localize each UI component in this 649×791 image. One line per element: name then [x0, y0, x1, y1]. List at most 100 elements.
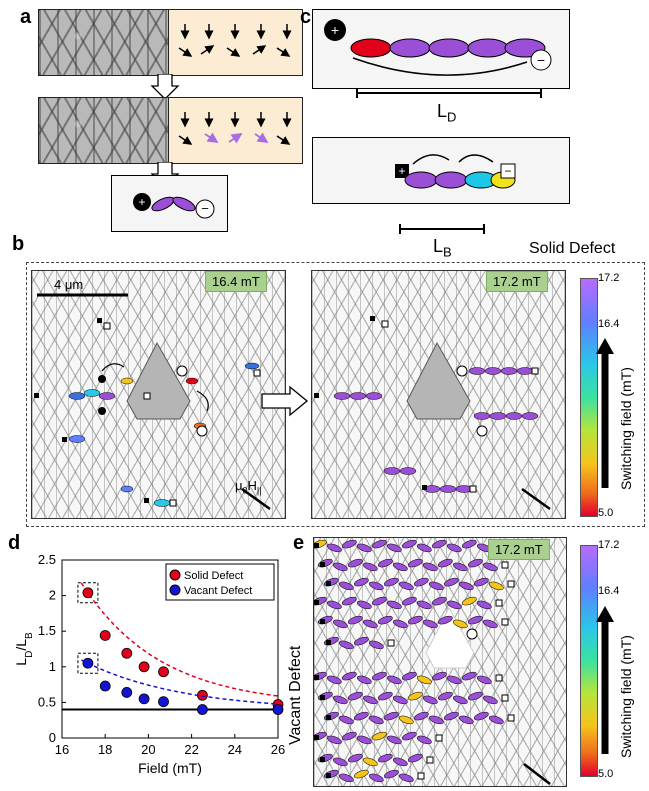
nanomagnet: [347, 558, 363, 568]
x-tick-label: 20: [141, 742, 155, 757]
hfield-label: μ0H||: [235, 478, 262, 496]
charge-marker: [320, 619, 325, 624]
nanomagnet: [368, 715, 384, 725]
nanomagnet: [458, 715, 474, 725]
svg-text:4 μm: 4 μm: [54, 277, 83, 292]
nanomagnet: [401, 671, 417, 681]
nanomagnet: [407, 615, 423, 625]
nanomagnet: [371, 671, 387, 681]
nanomagnet: [401, 539, 417, 549]
x-axis-label: Field (mT): [138, 760, 202, 776]
nanomagnet: [476, 675, 492, 685]
field-increase-arrow: [261, 385, 309, 417]
nanomagnet: [401, 596, 417, 606]
panel-label-a: a: [20, 6, 32, 28]
y-tick-label: 2.5: [38, 552, 56, 567]
data-point: [138, 693, 150, 705]
charge-marker: [326, 715, 331, 720]
nanomagnet: [341, 671, 357, 681]
nanomagnet: [416, 735, 432, 745]
nanomagnet: [326, 675, 342, 685]
nanomagnet: [347, 615, 363, 625]
moment-map-a2: [168, 97, 303, 164]
charge-marker: [326, 773, 331, 778]
colorbar-e: [580, 545, 598, 777]
negative-charge-icon: [195, 199, 215, 219]
nanomagnet: [443, 577, 459, 587]
x-tick-label: 26: [271, 742, 285, 757]
cbar-e-arrow: [596, 606, 614, 754]
charge-marker: [501, 618, 509, 626]
svg-text:−: −: [537, 52, 545, 68]
nanomagnet: [353, 769, 369, 779]
nanomagnet: [386, 735, 402, 745]
charge-marker: [507, 714, 515, 722]
data-point: [196, 704, 208, 715]
moment-arrows-a2: [178, 112, 292, 145]
field-badge-vacant: 17.2 mT: [488, 539, 550, 560]
panel-label-e: e: [293, 532, 305, 554]
nanomagnet: [323, 577, 339, 587]
nanomagnet: [446, 675, 462, 685]
nanomagnet: [392, 562, 408, 572]
nanomagnet: [398, 715, 414, 725]
chain-row: [323, 636, 395, 650]
sem-image-a2: [38, 97, 170, 164]
chain-row: [317, 615, 509, 629]
nanomagnet: [416, 675, 432, 685]
svg-text:−: −: [201, 201, 209, 216]
cbar-e-bottom: 5.0: [598, 768, 614, 780]
nanomagnet: [377, 615, 393, 625]
nanomagnet: [413, 711, 429, 721]
field-direction-arrow: [523, 763, 551, 785]
cbar-b-arrow: [596, 338, 614, 488]
nanomagnet: [398, 773, 414, 783]
nanomagnet: [377, 691, 393, 701]
legend-label: Vacant Defect: [184, 585, 252, 597]
data-point: [196, 689, 208, 701]
nanomagnet: [362, 695, 378, 705]
chain-row: [311, 596, 503, 610]
LB-label: LB: [433, 236, 452, 260]
nanomagnet: [356, 735, 372, 745]
nanomagnet: [383, 577, 399, 587]
nanomagnet: [368, 773, 384, 783]
nanomagnet: [398, 581, 414, 591]
nanomagnet: [452, 619, 468, 629]
charge-marker: [320, 562, 325, 567]
charge-marker: [495, 674, 503, 682]
panel-label-c: c: [300, 6, 312, 28]
svg-text:+: +: [331, 22, 339, 38]
chain-row: [317, 753, 434, 767]
data-point: [99, 680, 111, 692]
solid-defect-island: [126, 341, 191, 420]
nanomagnet: [323, 769, 339, 779]
nanomagnet: [338, 715, 354, 725]
cbar-b-label: Switching field (mT): [618, 367, 634, 490]
charge-marker: [387, 639, 395, 647]
nanomagnet: [392, 695, 408, 705]
chain-row: [317, 558, 509, 572]
field-direction-arrow: [241, 487, 271, 511]
nanomagnet: [416, 543, 432, 553]
chain-row: [323, 769, 425, 783]
nanomagnet: [407, 691, 423, 701]
nanomagnet: [341, 539, 357, 549]
field-badge-16-4: 16.4 mT: [205, 271, 267, 292]
nanomagnet: [473, 577, 489, 587]
charge-marker: [314, 675, 319, 680]
mfm-map-vacant: [311, 537, 567, 787]
y-tick-label: 1.5: [38, 623, 56, 638]
x-tick-label: 16: [55, 742, 69, 757]
nanomagnet: [452, 695, 468, 705]
legend-label: Solid Defect: [184, 570, 243, 582]
cbar-b-bottom: 5.0: [598, 507, 614, 519]
nanomagnet: [338, 773, 354, 783]
nanomagnet: [368, 581, 384, 591]
chain-row: [317, 691, 509, 705]
nanomagnet: [347, 691, 363, 701]
panel-label-b: b: [12, 233, 25, 255]
moment-map-a1: [168, 9, 303, 76]
nanomagnet: [332, 562, 348, 572]
svg-text:−: −: [504, 164, 511, 178]
